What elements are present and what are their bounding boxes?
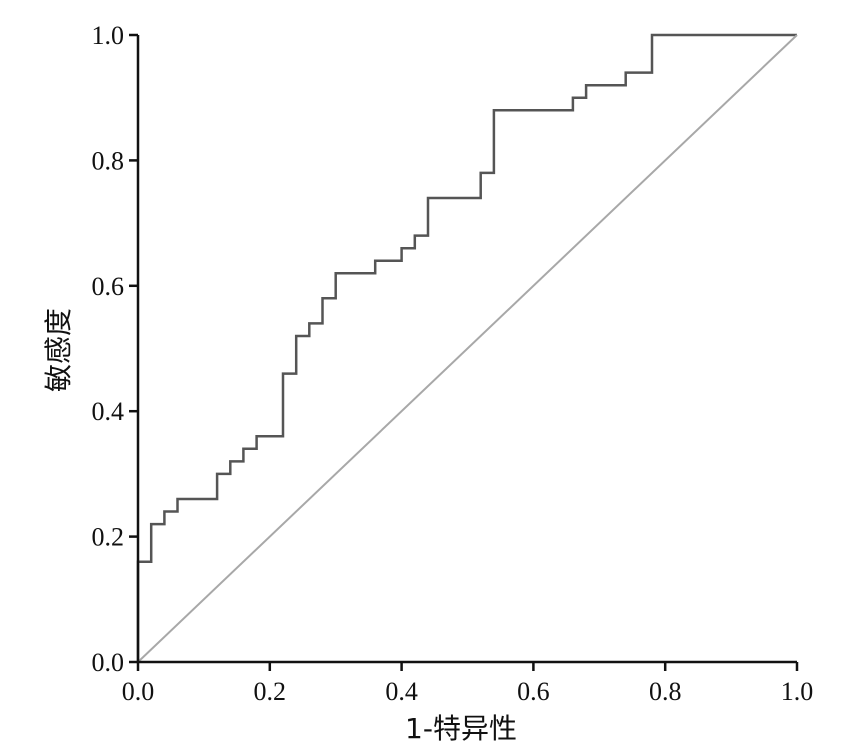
y-tick-label: 0.4 <box>92 397 125 426</box>
y-tick-label: 0.6 <box>92 272 125 301</box>
x-tick-label: 0.2 <box>254 677 287 706</box>
y-tick-label: 0.8 <box>92 146 125 175</box>
y-tick-label: 0.0 <box>92 648 125 677</box>
ticks-layer: 0.0 0.2 0.4 0.6 0.8 1.0 0.0 0.2 0.4 0.6 0.8 1.0 <box>92 21 814 706</box>
x-tick-label: 0.6 <box>517 677 550 706</box>
x-axis-title: 1-特异性 <box>405 712 517 745</box>
x-tick-label: 0.4 <box>385 677 418 706</box>
x-tick-label: 1.0 <box>781 677 814 706</box>
y-tick-label: 1.0 <box>92 21 125 50</box>
roc-curve-line <box>136 33 797 662</box>
series-layer <box>136 33 798 663</box>
x-tick-label: 0.8 <box>649 677 682 706</box>
x-tick-label: 0.0 <box>122 677 155 706</box>
y-axis-title: 敏感度 <box>42 308 75 392</box>
reference-diagonal-line <box>137 34 798 663</box>
y-tick-label: 0.2 <box>92 523 125 552</box>
